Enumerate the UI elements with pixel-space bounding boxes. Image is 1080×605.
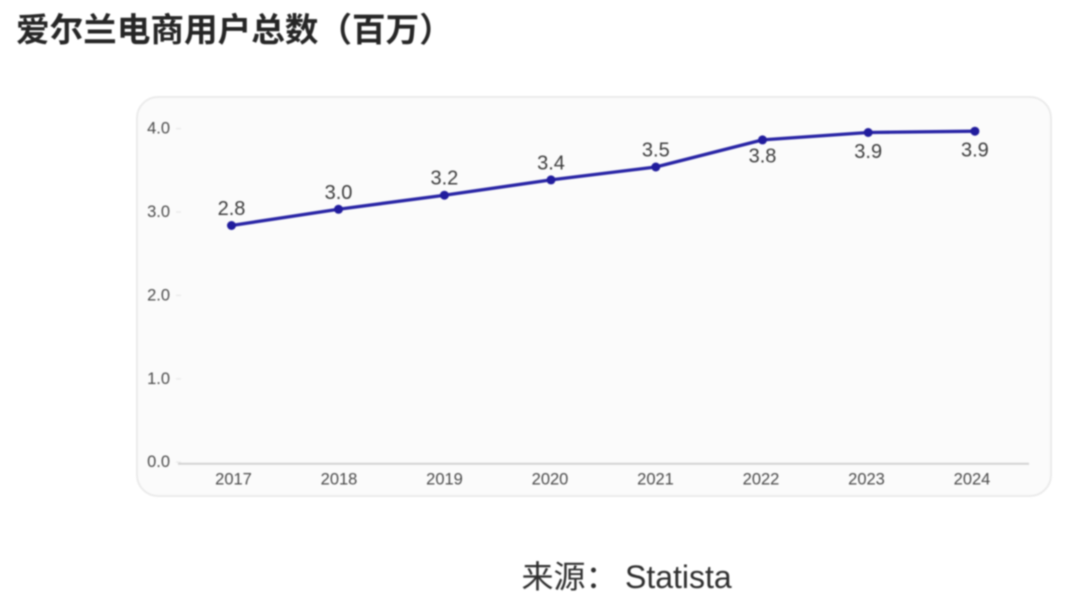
svg-text:2020: 2020 xyxy=(532,471,569,489)
svg-text:0.0: 0.0 xyxy=(147,453,170,471)
svg-text:2.0: 2.0 xyxy=(147,286,170,304)
svg-text:3.5: 3.5 xyxy=(642,140,670,162)
svg-text:2018: 2018 xyxy=(321,471,358,489)
svg-text:3.8: 3.8 xyxy=(749,145,777,167)
svg-text:2023: 2023 xyxy=(848,471,885,489)
svg-text:3.2: 3.2 xyxy=(430,168,458,190)
svg-text:Statista: Statista xyxy=(625,559,732,595)
svg-text:2021: 2021 xyxy=(637,471,674,489)
svg-text:3.4: 3.4 xyxy=(537,152,565,174)
svg-text:2019: 2019 xyxy=(426,471,463,489)
svg-text:1.0: 1.0 xyxy=(147,370,170,388)
svg-text:3.0: 3.0 xyxy=(147,203,170,221)
svg-text:2024: 2024 xyxy=(954,471,991,489)
svg-text:2022: 2022 xyxy=(743,471,780,489)
svg-text:3.9: 3.9 xyxy=(854,141,882,163)
svg-text:4.0: 4.0 xyxy=(147,120,170,138)
svg-text:2017: 2017 xyxy=(215,471,252,489)
svg-text:3.0: 3.0 xyxy=(325,182,353,204)
svg-text:2.8: 2.8 xyxy=(218,198,246,220)
svg-text:3.9: 3.9 xyxy=(961,140,989,162)
